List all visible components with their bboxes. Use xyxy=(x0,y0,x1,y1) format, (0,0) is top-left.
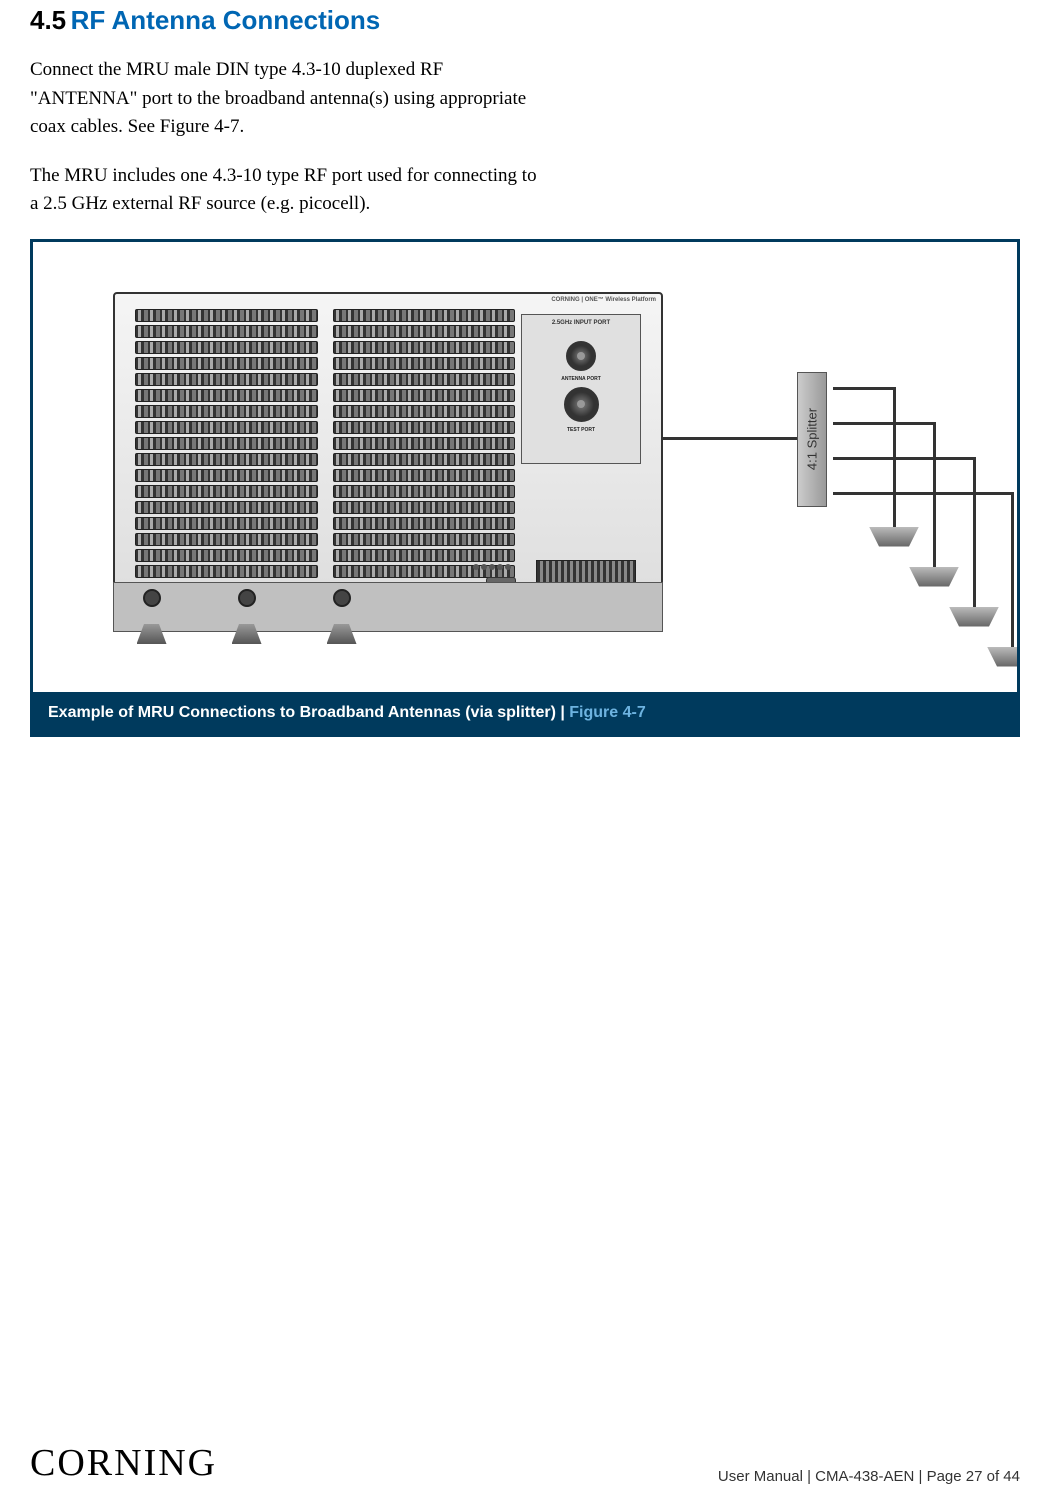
figure-container: CORNING | ONE™ Wireless Platform xyxy=(30,239,1020,737)
cable-out-1 xyxy=(833,387,893,390)
cable-out-3v xyxy=(973,457,976,607)
device-branding: CORNING | ONE™ Wireless Platform xyxy=(551,297,656,303)
input-port-label: 2.5GHz INPUT PORT xyxy=(527,320,635,326)
device-vents xyxy=(135,309,515,589)
section-header: 4.5 RF Antenna Connections xyxy=(30,5,1020,36)
paragraph-1: Connect the MRU male DIN type 4.3-10 dup… xyxy=(30,56,540,142)
figure-diagram: CORNING | ONE™ Wireless Platform xyxy=(33,242,1017,692)
splitter: 4:1 Splitter xyxy=(797,372,827,507)
page-footer: CORNING User Manual | CMA-438-AEN | Page… xyxy=(30,1441,1020,1485)
cable-out-3 xyxy=(833,457,973,460)
input-port-connector xyxy=(566,341,596,371)
bottom-connector-1 xyxy=(134,584,169,629)
footer-page-info: User Manual | CMA-438-AEN | Page 27 of 4… xyxy=(718,1468,1020,1485)
mru-device: CORNING | ONE™ Wireless Platform xyxy=(113,292,663,612)
bottom-connector-3 xyxy=(324,584,359,629)
bottom-connector-2 xyxy=(229,584,264,629)
antenna-1 xyxy=(869,527,919,547)
cable-out-4 xyxy=(833,492,1011,495)
test-port-label: TEST PORT xyxy=(527,427,635,433)
paragraph-2: The MRU includes one 4.3-10 type RF port… xyxy=(30,162,540,219)
section-number: 4.5 xyxy=(30,5,66,35)
cable-out-2 xyxy=(833,422,933,425)
figure-caption-text: Example of MRU Connections to Broadband … xyxy=(48,704,569,721)
footer-logo: CORNING xyxy=(30,1441,217,1485)
antenna-4 xyxy=(987,647,1017,667)
status-leds xyxy=(473,564,511,570)
figure-caption: Example of MRU Connections to Broadband … xyxy=(33,692,1017,734)
splitter-label: 4:1 Splitter xyxy=(805,408,820,470)
antenna-port-label: ANTENNA PORT xyxy=(527,376,635,382)
antenna-2 xyxy=(909,567,959,587)
antenna-port-connector xyxy=(564,387,599,422)
figure-caption-ref: Figure 4-7 xyxy=(569,704,645,721)
cable-device-to-splitter xyxy=(663,437,803,440)
device-port-panel: 2.5GHz INPUT PORT ANTENNA PORT TEST PORT xyxy=(521,314,641,464)
antenna-3 xyxy=(949,607,999,627)
device-bottom-panel xyxy=(113,582,663,632)
cable-out-4v xyxy=(1011,492,1014,647)
section-title: RF Antenna Connections xyxy=(71,5,381,35)
